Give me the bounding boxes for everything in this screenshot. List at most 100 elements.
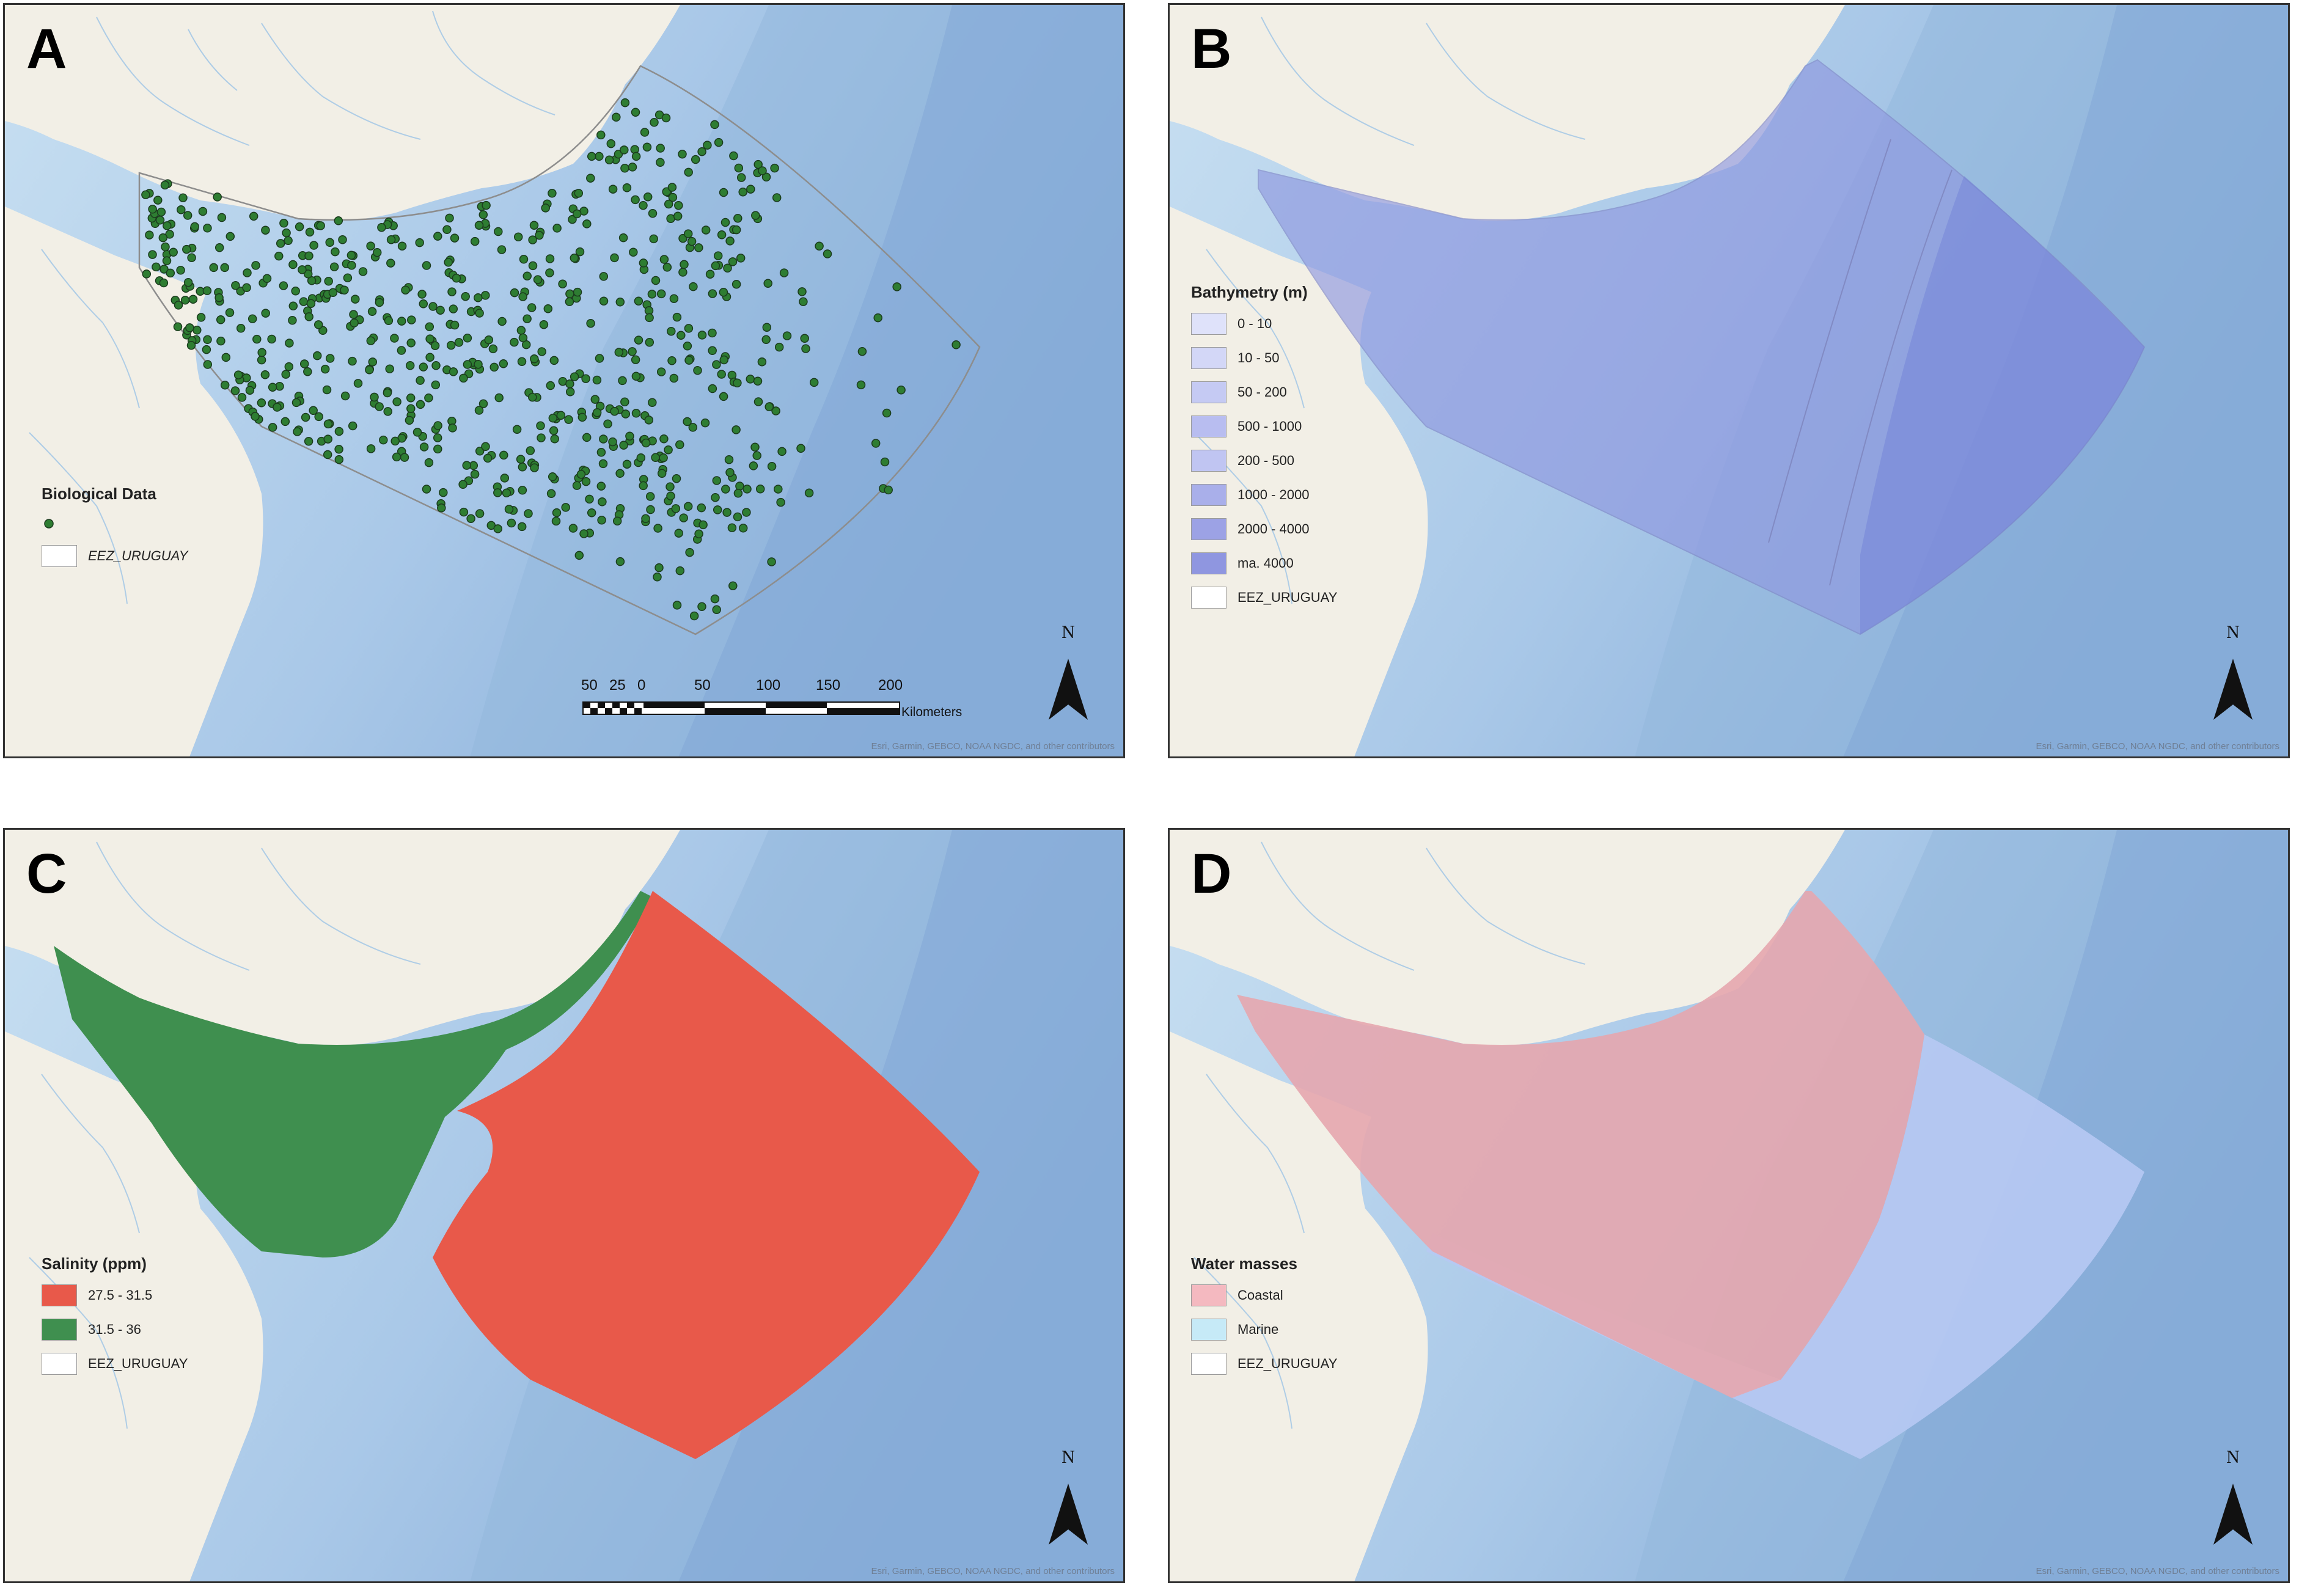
- biological-data-point: [249, 211, 258, 221]
- biological-data-point: [697, 503, 706, 513]
- biological-data-point: [493, 488, 502, 497]
- rivers: [1194, 841, 1586, 1429]
- biological-data-point: [513, 232, 523, 242]
- biological-data-point: [242, 283, 251, 293]
- biological-data-point: [475, 509, 485, 518]
- biological-data-point: [500, 474, 510, 483]
- biological-data-point: [497, 245, 507, 254]
- biological-data-point: [659, 255, 669, 264]
- biological-data-point: [216, 315, 226, 324]
- biological-data-point: [799, 297, 808, 307]
- biological-data-point: [169, 247, 178, 257]
- biological-data-point: [666, 482, 675, 491]
- biological-data-point: [610, 253, 619, 263]
- biological-data-point: [679, 513, 688, 522]
- land-uruguay: [5, 830, 680, 1046]
- biological-data-point: [796, 444, 805, 453]
- biological-data-point: [217, 213, 227, 222]
- biological-data-point: [641, 514, 650, 524]
- biological-data-point: [710, 120, 719, 130]
- biological-data-point: [550, 434, 559, 444]
- biological-data-point: [719, 188, 728, 197]
- biological-data-point: [430, 341, 440, 350]
- biological-data-point: [383, 388, 392, 398]
- biological-data-point: [318, 326, 328, 335]
- biological-data-point: [348, 421, 358, 431]
- biological-data-point: [257, 348, 266, 357]
- biological-data-point: [353, 379, 363, 388]
- biological-data-point: [298, 265, 307, 274]
- biological-data-point: [367, 307, 377, 317]
- biological-data-point: [572, 209, 582, 219]
- biological-data-point: [676, 331, 686, 340]
- biological-data-point: [530, 463, 539, 472]
- biological-data-point: [880, 457, 890, 467]
- biological-data-point: [493, 524, 502, 533]
- biological-data-point: [697, 602, 706, 611]
- biological-data-point: [185, 323, 194, 332]
- biological-data-point: [628, 347, 637, 356]
- biological-data-point: [322, 385, 332, 395]
- biological-data-point: [684, 167, 693, 177]
- biological-data-point: [546, 489, 556, 498]
- biological-data-point: [736, 173, 746, 182]
- biological-data-point: [596, 130, 606, 140]
- biological-data-point: [461, 291, 470, 301]
- biological-data-point: [433, 421, 442, 430]
- biological-data-point: [733, 213, 743, 223]
- biological-data-point: [672, 601, 682, 610]
- biological-data-point: [735, 481, 744, 491]
- biological-data-point: [701, 225, 711, 235]
- biological-data-point: [599, 434, 608, 444]
- biological-data-point: [608, 185, 618, 194]
- biological-data-point: [631, 355, 640, 364]
- biological-data-point: [245, 386, 255, 395]
- biological-data-point: [188, 295, 198, 304]
- biological-data-point: [708, 346, 717, 356]
- biological-data-point: [348, 356, 357, 366]
- biological-data-point: [334, 455, 344, 464]
- biological-data-point: [225, 308, 235, 317]
- biological-data-point: [424, 393, 433, 403]
- biological-data-point: [299, 359, 309, 368]
- biological-data-point: [442, 225, 452, 234]
- biological-data-point: [463, 360, 472, 369]
- biological-data-point: [328, 288, 338, 298]
- biological-data-point: [725, 236, 735, 246]
- biological-data-point: [657, 469, 667, 478]
- biological-data-point: [551, 516, 561, 526]
- biological-data-point: [754, 159, 763, 169]
- biological-data-point: [545, 254, 555, 263]
- legend-item-biological-point: [42, 508, 188, 539]
- biological-data-point: [274, 251, 284, 261]
- biological-data-point: [279, 281, 288, 290]
- biological-data-point: [548, 472, 557, 481]
- biological-data-point: [884, 485, 893, 495]
- biological-data-point: [619, 441, 628, 450]
- legend-bathymetry: Bathymetry (m) 0 - 10 10 - 50 50 - 200 5…: [1191, 283, 1337, 615]
- biological-data-point: [304, 437, 314, 446]
- north-arrow: N: [2209, 1447, 2257, 1548]
- biological-data-point: [549, 356, 559, 365]
- biological-data-point: [640, 128, 650, 137]
- biological-data-point: [721, 218, 730, 227]
- biological-data-point: [688, 423, 698, 432]
- biological-data-point: [719, 287, 728, 297]
- biological-data-point: [598, 497, 607, 507]
- biological-data-point: [574, 551, 584, 560]
- land-uruguay: [1170, 830, 1845, 1046]
- legend-item: Coastal: [1191, 1278, 1337, 1312]
- biological-data-point: [447, 287, 457, 296]
- biological-data-point: [431, 361, 441, 370]
- biological-data-point: [504, 505, 514, 514]
- legend-item-eez: EEZ_URUGUAY: [42, 539, 188, 573]
- biological-data-point: [304, 312, 314, 321]
- biological-data-point: [494, 227, 503, 236]
- biological-data-point: [548, 413, 558, 423]
- basemap: [1170, 830, 2288, 1581]
- biological-data-point: [444, 258, 453, 267]
- biological-data-point: [758, 166, 767, 175]
- biological-data-point: [631, 372, 641, 381]
- biological-data-point: [573, 287, 582, 297]
- biological-data-point: [711, 261, 721, 271]
